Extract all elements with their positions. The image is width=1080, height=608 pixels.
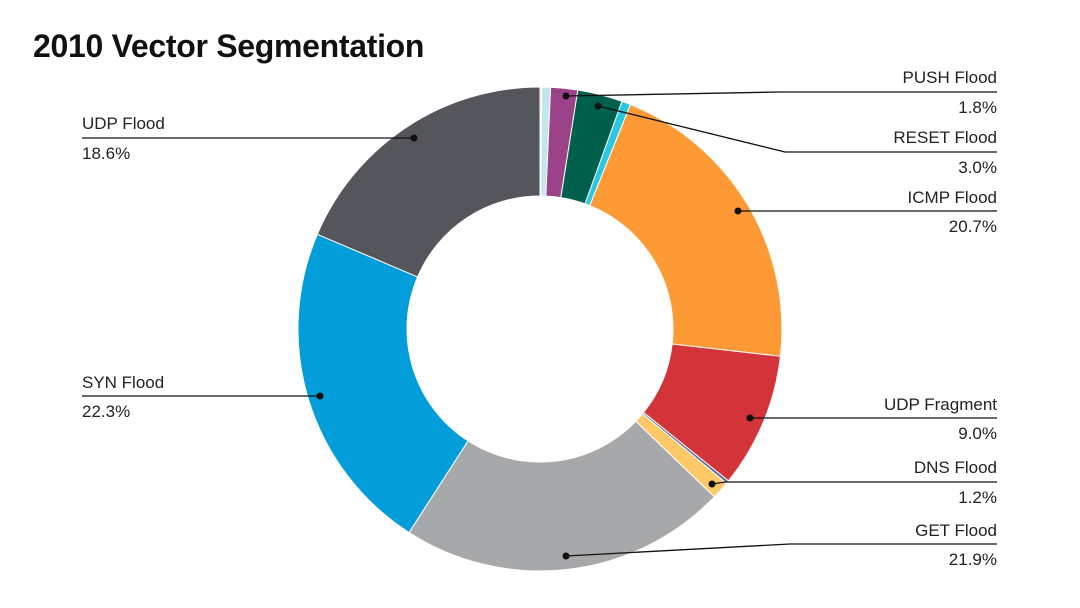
data-label-syn-flood: SYN Flood (82, 373, 164, 392)
leader-line-reset-flood (597, 105, 997, 153)
data-label-udp-fragment: UDP Fragment (884, 395, 997, 414)
data-value-dns-flood: 1.2% (958, 488, 997, 507)
slice-udp-flood (316, 86, 541, 278)
leader-dot-syn-flood (316, 392, 324, 400)
leader-dot-push-flood (562, 92, 570, 100)
data-label-push-flood: PUSH Flood (903, 68, 997, 87)
leader-dot-udp-flood (410, 134, 418, 142)
leader-line-push-flood (565, 91, 997, 97)
leader-dot-icmp-flood (734, 207, 742, 215)
slice-syn-flood (297, 233, 469, 534)
data-value-get-flood: 21.9% (949, 550, 997, 569)
leader-dot-reset-flood (594, 102, 602, 110)
data-label-udp-flood: UDP Flood (82, 114, 165, 133)
chart-title: 2010 Vector Segmentation (33, 28, 425, 64)
leader-dot-get-flood (562, 552, 570, 560)
leader-dot-dns-flood (708, 480, 716, 488)
leader-line-dns-flood (711, 481, 997, 485)
data-label-get-flood: GET Flood (915, 521, 997, 540)
data-value-icmp-flood: 20.7% (949, 217, 997, 236)
data-value-reset-flood: 3.0% (958, 158, 997, 177)
data-label-icmp-flood: ICMP Flood (908, 188, 997, 207)
data-value-udp-fragment: 9.0% (958, 424, 997, 443)
data-value-udp-flood: 18.6% (82, 144, 130, 163)
leader-dot-udp-fragment (746, 414, 754, 422)
data-label-dns-flood: DNS Flood (914, 458, 997, 477)
data-value-push-flood: 1.8% (958, 98, 997, 117)
data-label-reset-flood: RESET Flood (893, 128, 997, 147)
slice-icmp-flood (589, 103, 783, 357)
leader-line-get-flood (565, 543, 997, 557)
data-value-syn-flood: 22.3% (82, 402, 130, 421)
